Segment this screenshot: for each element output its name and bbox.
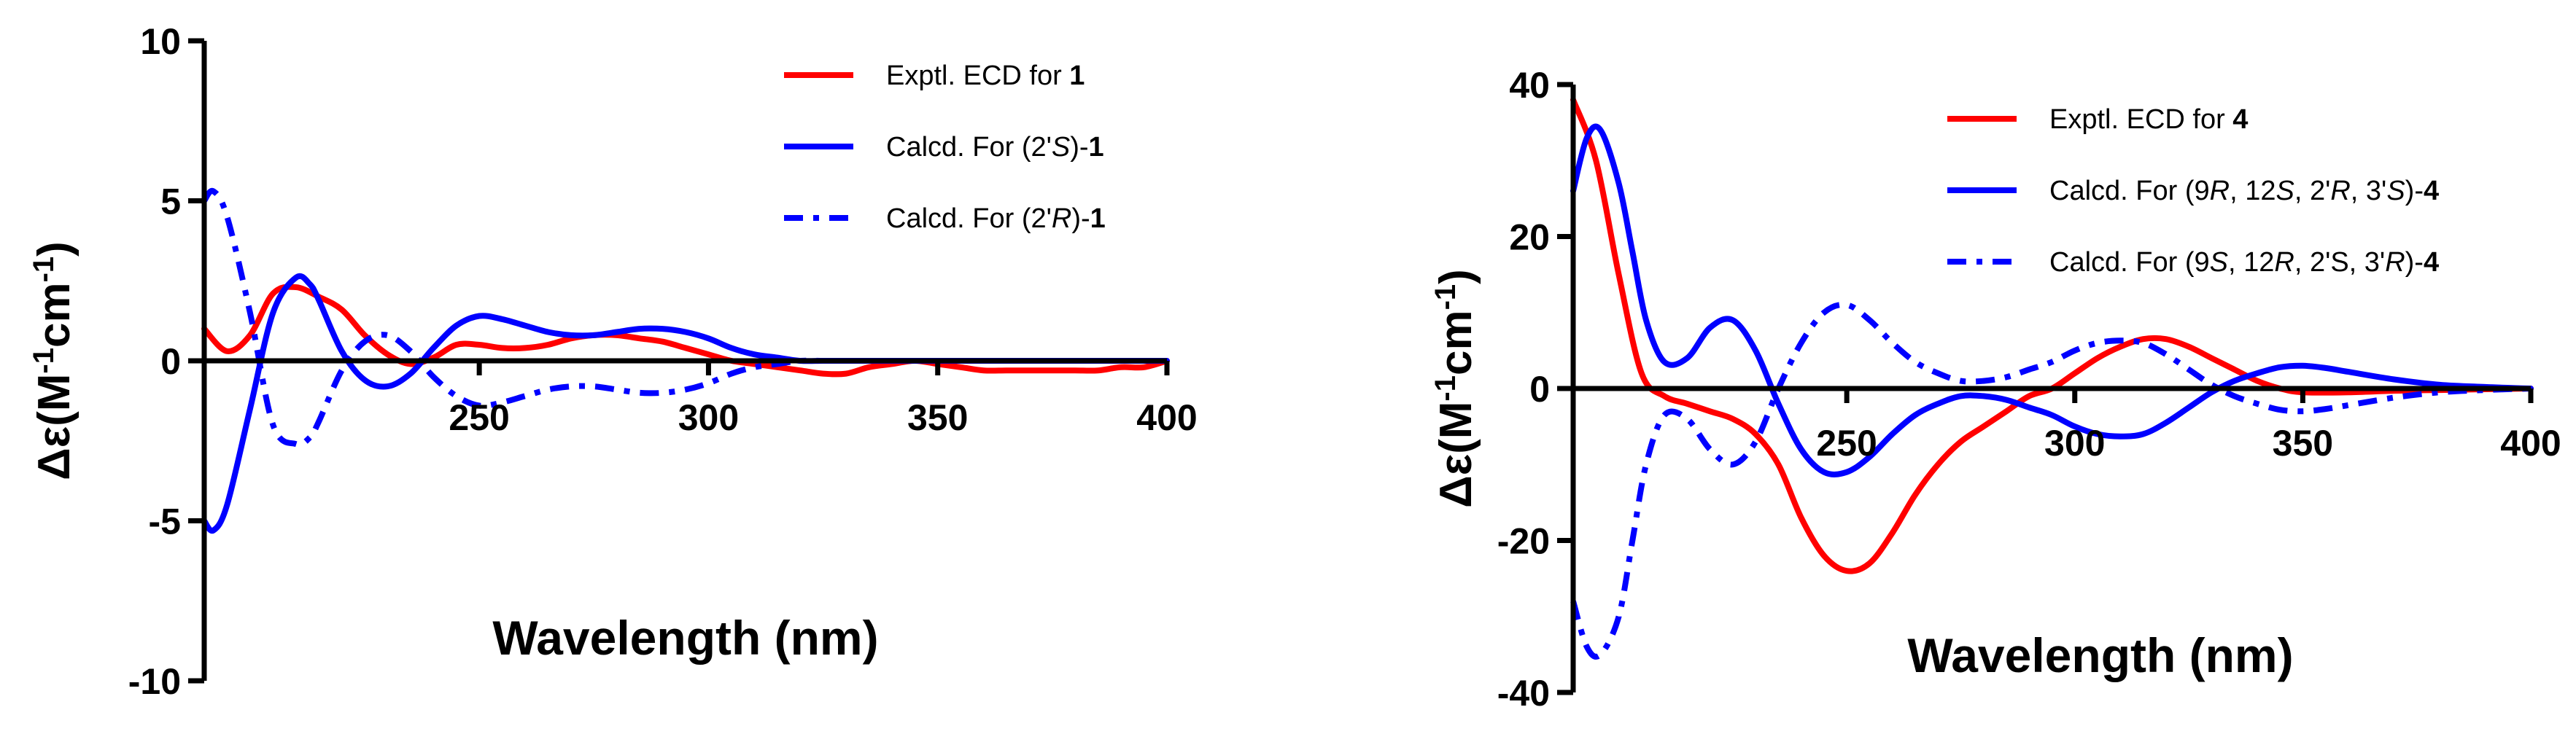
legend-label-3: Calcd. For (9S, 12R, 2'S, 3'R)-4: [2049, 247, 2439, 278]
y-tick-label: -20: [1497, 521, 1550, 562]
chart-panel-2: 40 20 0 -20 -40 250 300 350 400 Wavelength (nm) Δε…: [1429, 65, 2561, 714]
x-axis-label: Wavelength (nm): [1907, 628, 2293, 682]
y-axis-label: Δε(M-1cm-1): [1429, 269, 1481, 508]
series-line-3: [201, 187, 1167, 448]
x-tick-label: 400: [1136, 397, 1197, 438]
y-tick-label: 20: [1509, 217, 1550, 258]
y-tick-label: 0: [160, 341, 181, 382]
x-tick-label: 300: [678, 397, 739, 438]
x-axis-label: Wavelength (nm): [492, 611, 878, 665]
series-line-1: [201, 284, 1170, 378]
legend-label-2: Calcd. For (9R, 12S, 2'R, 3'S)-4: [2049, 176, 2439, 206]
legend-label-1: Exptl. ECD for 4: [2049, 104, 2248, 135]
y-axis-label: Δε(M-1cm-1): [28, 241, 79, 480]
y-tick-label: -10: [128, 661, 181, 702]
y-tick-label: -5: [149, 501, 181, 542]
x-tick-label: 300: [2044, 423, 2105, 464]
y-tick-label: -40: [1497, 673, 1550, 714]
series-line-1: [1570, 96, 2534, 574]
y-tick-label: 0: [1529, 369, 1550, 410]
x-tick-label: 250: [1816, 423, 1877, 464]
x-tick-label: 250: [449, 397, 509, 438]
series-line-2: [1570, 123, 2534, 477]
y-tick-label: 40: [1509, 65, 1550, 106]
legend-label-2: Calcd. For (2'S)-1: [886, 132, 1104, 163]
legend-label-3: Calcd. For (2'R)-1: [886, 203, 1106, 234]
legend-label-1: Exptl. ECD for 1: [886, 60, 1085, 91]
y-tick-label: 10: [140, 21, 181, 62]
x-tick-label: 400: [2500, 423, 2561, 464]
x-tick-label: 350: [907, 397, 968, 438]
series-line-3: [1570, 301, 2532, 660]
x-tick-label: 350: [2273, 423, 2333, 464]
y-tick-label: 5: [160, 181, 181, 222]
chart-panel-1: 10 5 0 -5 -10 250 300 350 400 Wavelength (nm) Δε(M…: [28, 21, 1198, 702]
